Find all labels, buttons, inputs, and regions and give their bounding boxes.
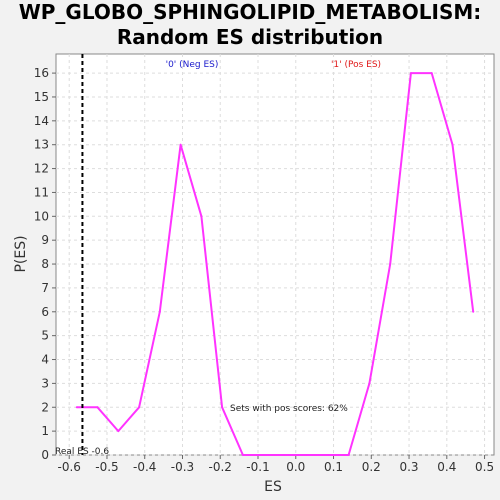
data-point <box>430 72 433 75</box>
y-tick-label: 16 <box>34 66 49 80</box>
data-point <box>75 406 78 409</box>
real-es-label: Real ES -0.6 <box>55 447 109 457</box>
y-tick-label: 9 <box>41 233 49 247</box>
y-tick-label: 5 <box>41 329 49 343</box>
neg-es-label: '0' (Neg ES) <box>166 60 219 70</box>
y-tick-label: 12 <box>34 162 49 176</box>
y-tick-label: 0 <box>41 448 49 462</box>
data-point <box>472 310 475 313</box>
x-tick-label: 0.1 <box>324 460 343 474</box>
y-tick-label: 13 <box>34 138 49 152</box>
chart-title-line-1: WP_GLOBO_SPHINGOLIPID_METABOLISM: <box>18 0 482 24</box>
data-point <box>200 215 203 218</box>
data-point <box>96 406 99 409</box>
y-tick-label: 15 <box>34 90 49 104</box>
x-tick-label: -0.5 <box>95 460 118 474</box>
y-tick-label: 7 <box>41 281 49 295</box>
y-axis-title: P(ES) <box>13 235 29 272</box>
pos-es-label: '1' (Pos ES) <box>331 60 381 70</box>
x-tick-label: -0.4 <box>133 460 156 474</box>
y-tick-label: 3 <box>41 376 49 390</box>
grid <box>56 54 494 456</box>
real-es-layer: Real ES -0.6 <box>55 54 109 457</box>
data-point <box>389 263 392 266</box>
x-axis: -0.6 -0.5 -0.4 -0.3 -0.2 -0.1 0.0 0.1 0.2 0.3 0.4 0… <box>58 455 494 474</box>
x-tick-label: -0.2 <box>209 460 232 474</box>
data-point <box>158 310 161 313</box>
data-point <box>409 72 412 75</box>
y-tick-label: 6 <box>41 305 49 319</box>
data-point <box>451 143 454 146</box>
data-point <box>347 454 350 456</box>
x-tick-label: 0.0 <box>286 460 305 474</box>
x-tick-label: -0.1 <box>246 460 269 474</box>
data-point <box>306 454 309 456</box>
data-point <box>179 143 182 146</box>
data-point <box>262 454 265 456</box>
data-point <box>138 406 141 409</box>
y-tick-label: 11 <box>34 185 49 199</box>
y-tick-label: 10 <box>34 209 49 223</box>
data-point <box>368 382 371 385</box>
data-point <box>221 406 224 409</box>
y-tick-label: 4 <box>41 353 49 367</box>
plot-area <box>55 53 495 456</box>
chart-title: WP_GLOBO_SPHINGOLIPID_METABOLISM: Random… <box>0 0 500 50</box>
data-point <box>326 454 329 456</box>
y-tick-label: 14 <box>34 114 49 128</box>
x-axis-title: ES <box>264 479 282 495</box>
x-tick-label: -0.6 <box>58 460 81 474</box>
pos-scores-annotation: Sets with pos scores: 62% <box>230 404 348 414</box>
series-layer <box>75 72 475 456</box>
data-point <box>241 454 244 456</box>
x-tick-label: 0.3 <box>399 460 418 474</box>
x-tick-label: -0.3 <box>171 460 194 474</box>
x-tick-label: 0.4 <box>437 460 456 474</box>
y-tick-label: 8 <box>41 257 49 271</box>
y-tick-label: 2 <box>41 400 49 414</box>
data-point <box>117 430 120 433</box>
x-tick-label: 0.2 <box>362 460 381 474</box>
chart-title-line-2: Random ES distribution <box>116 25 384 49</box>
y-tick-label: 1 <box>41 424 49 438</box>
data-point <box>283 454 286 456</box>
x-tick-label: 0.5 <box>475 460 494 474</box>
series-line <box>76 72 475 456</box>
